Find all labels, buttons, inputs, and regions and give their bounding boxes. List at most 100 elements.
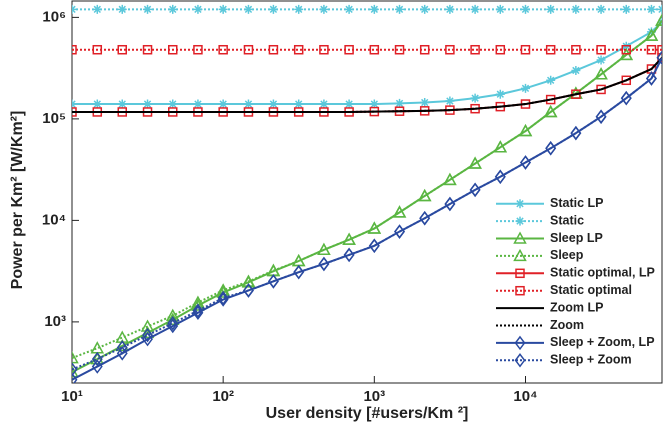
triangle-marker [216, 285, 230, 298]
star-marker [520, 83, 530, 93]
diamond-marker [646, 71, 657, 86]
square-marker [319, 44, 329, 55]
triangle-marker [191, 298, 205, 311]
x-axis-label: User density [#users/Km ²] [266, 405, 469, 422]
square-marker [657, 44, 662, 55]
legend-label: Sleep + Zoom [550, 353, 632, 367]
star-marker [571, 65, 581, 75]
square-marker [344, 44, 354, 55]
square-marker [168, 44, 178, 55]
star-marker [344, 99, 354, 109]
diamond-marker [545, 141, 557, 156]
square-marker [369, 44, 380, 55]
y-tick-label: 10⁴ [42, 211, 66, 228]
diamond-marker [116, 346, 128, 361]
square-marker [394, 44, 405, 55]
triangle-marker [543, 104, 558, 118]
diamond-marker [469, 182, 481, 198]
star-marker [646, 4, 656, 14]
star-marker [143, 99, 153, 109]
star-marker [445, 4, 455, 14]
diamond-marker [91, 351, 103, 367]
triangle-marker [594, 67, 608, 80]
square-marker [646, 44, 657, 55]
triangle-marker [165, 312, 180, 325]
diamond-marker [656, 50, 662, 66]
diamond-marker [514, 353, 526, 368]
diamond-marker [293, 264, 305, 280]
diamond-marker [520, 155, 531, 170]
legend-label: Static LP [550, 196, 604, 210]
star-marker [168, 99, 178, 109]
star-marker [268, 4, 278, 14]
triangle-marker [513, 231, 527, 244]
square-marker [596, 44, 606, 55]
star-marker [117, 99, 127, 109]
star-marker [546, 75, 556, 85]
triangle-marker [90, 352, 105, 365]
triangle-marker [241, 274, 256, 287]
diamond-marker [570, 125, 582, 141]
legend-label: Sleep + Zoom, LP [550, 335, 655, 349]
square-marker [243, 44, 254, 55]
star-marker [92, 4, 102, 14]
square-marker [445, 44, 455, 55]
star-marker [495, 4, 505, 14]
star-marker [168, 4, 178, 14]
x-tick-label: 10² [212, 388, 234, 405]
x-tick-label: 10¹ [61, 388, 83, 405]
legend-label: Static optimal, LP [550, 266, 655, 280]
square-marker [571, 44, 581, 55]
square-marker [268, 44, 279, 55]
star-marker [268, 99, 278, 109]
diamond-marker [167, 315, 179, 331]
triangle-marker [342, 232, 356, 245]
diamond-marker [72, 372, 78, 383]
legend-label: Sleep LP [550, 231, 603, 245]
square-marker [193, 44, 203, 55]
diamond-marker [514, 335, 526, 351]
diamond-marker [217, 292, 229, 307]
star-marker [369, 4, 379, 14]
triangle-marker [367, 221, 382, 234]
star-marker [294, 4, 304, 14]
square-marker [293, 44, 304, 55]
star-marker [117, 4, 127, 14]
diamond-marker [91, 359, 103, 374]
star-marker [515, 216, 525, 226]
star-marker [72, 4, 77, 14]
star-marker [369, 99, 379, 109]
x-tick-label: 10⁴ [513, 388, 537, 405]
star-marker [92, 99, 102, 109]
triangle-marker [317, 242, 331, 256]
star-marker [218, 99, 228, 109]
series-line [72, 20, 662, 360]
diamond-marker [419, 210, 431, 226]
diamond-marker [394, 224, 405, 239]
legend-label: Static [550, 213, 584, 227]
diamond-marker [192, 305, 204, 321]
triangle-marker [518, 123, 533, 137]
star-marker [571, 4, 581, 14]
star-marker [218, 4, 228, 14]
star-marker [646, 27, 656, 37]
triangle-marker [644, 28, 659, 41]
square-marker [419, 44, 430, 55]
star-marker [395, 4, 405, 14]
star-marker [657, 4, 662, 14]
square-marker [545, 44, 556, 55]
square-marker [495, 44, 506, 55]
series-line [72, 57, 662, 381]
triangle-marker [90, 341, 105, 354]
star-marker [470, 93, 480, 103]
diamond-marker [116, 340, 128, 355]
diamond-marker [217, 290, 229, 306]
diamond-marker [494, 169, 506, 185]
triangle-marker [72, 351, 79, 364]
triangle-marker [655, 13, 662, 26]
legend: Static LP Static Sleep LP Sleep Static optim… [491, 190, 661, 374]
diamond-marker [595, 109, 607, 124]
square-marker [515, 268, 525, 279]
